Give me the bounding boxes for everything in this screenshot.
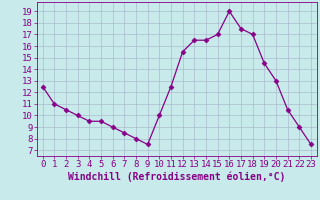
X-axis label: Windchill (Refroidissement éolien,°C): Windchill (Refroidissement éolien,°C) <box>68 172 285 182</box>
